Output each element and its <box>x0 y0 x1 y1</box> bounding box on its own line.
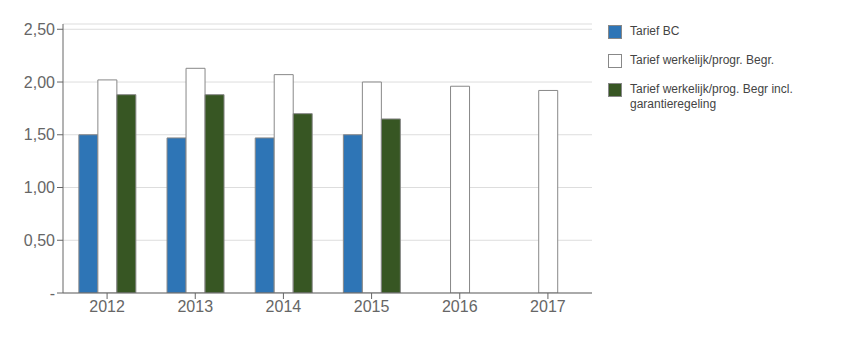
svg-text:2017: 2017 <box>530 298 566 315</box>
svg-text:2016: 2016 <box>442 298 478 315</box>
html-text:Tarief werkelijk/progr. Begr.: Tarief werkelijk/progr. Begr. <box>630 53 775 67</box>
svg-text:1,50: 1,50 <box>24 126 55 143</box>
svg-text:2013: 2013 <box>177 298 213 315</box>
svg-text:2,00: 2,00 <box>24 74 55 91</box>
svg-text:2014: 2014 <box>266 298 302 315</box>
html-text:Tarief werkelijk/prog. Begr in: Tarief werkelijk/prog. Begr incl. garant… <box>630 82 793 111</box>
svg-text:2,50: 2,50 <box>24 21 55 38</box>
svg-text:1,00: 1,00 <box>24 179 55 196</box>
svg-text:-: - <box>50 285 55 302</box>
svg-text:2015: 2015 <box>354 298 390 315</box>
svg-text:0,50: 0,50 <box>24 232 55 249</box>
html-text:Tarief BC: Tarief BC <box>630 24 680 38</box>
svg-text:2012: 2012 <box>89 298 125 315</box>
